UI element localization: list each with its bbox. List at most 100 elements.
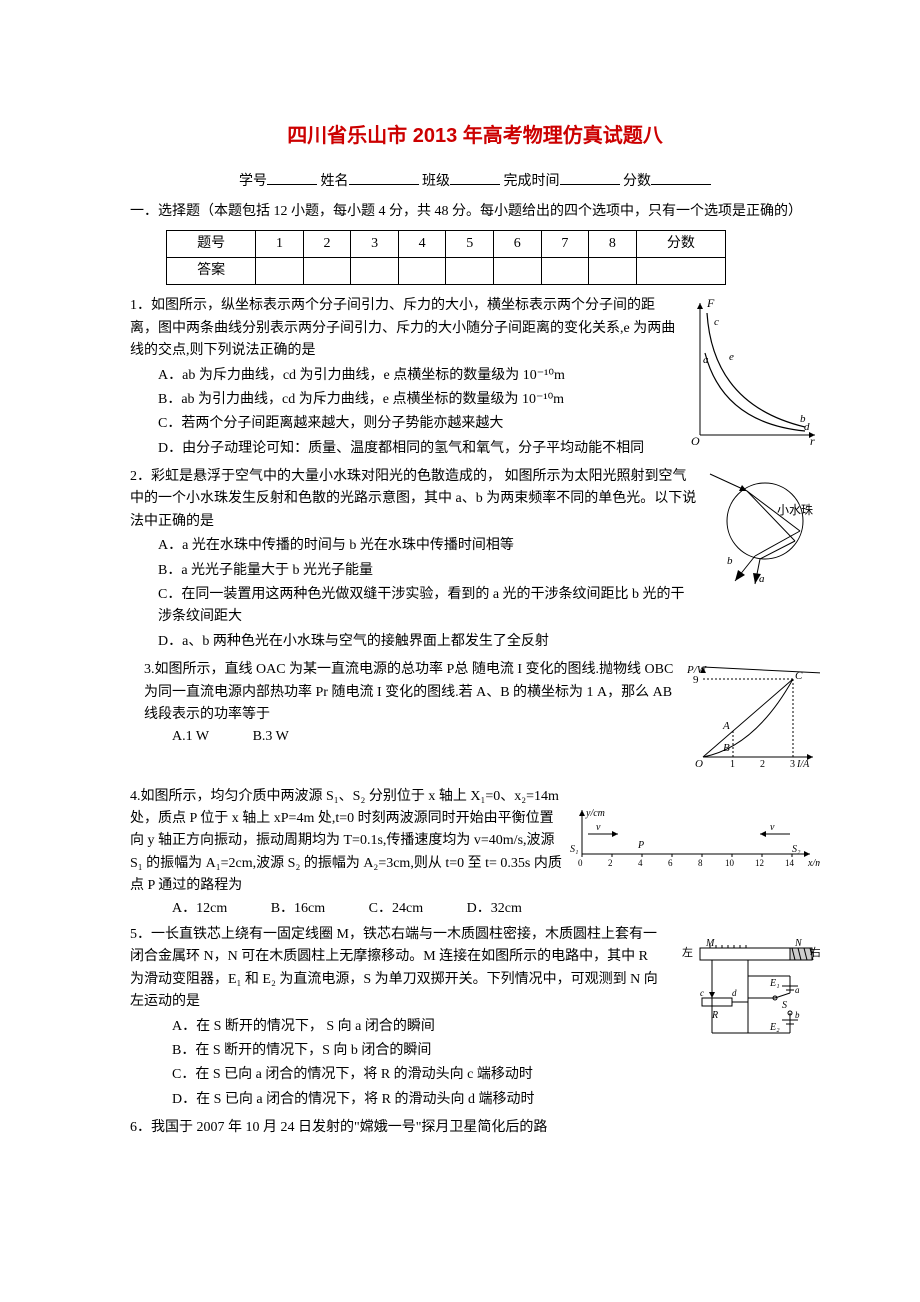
col-header: 2	[303, 230, 351, 257]
option-a: A．12cm	[172, 898, 227, 920]
fig-label: 3	[790, 759, 795, 769]
fig-label: d	[732, 988, 737, 998]
blank-banji[interactable]	[450, 168, 500, 185]
fig-label: 左	[682, 946, 693, 959]
section1-heading: 一．选择题（本题包括 12 小题，每小题 4 分，共 48 分。每小题给出的四个…	[130, 201, 820, 223]
blank-fenshu[interactable]	[651, 168, 711, 185]
answer-cell[interactable]	[256, 257, 304, 284]
col-header: 4	[398, 230, 446, 257]
answer-cell[interactable]	[636, 257, 725, 284]
label-fenshu: 分数	[623, 171, 651, 193]
q3-figure: P/W 9 A B C O 1 2 3 I/A	[685, 659, 820, 777]
answer-cell[interactable]	[446, 257, 494, 284]
fig-label: S₂	[792, 844, 801, 855]
question-2: 小水珠 b a 2．彩虹是悬浮于空气中的大量小水珠对阳光的色散造成的， 如图所示…	[130, 466, 820, 655]
answer-cell[interactable]	[589, 257, 637, 284]
answer-table: 题号 1 2 3 4 5 6 7 8 分数 答案	[166, 230, 726, 286]
fig-label: O	[695, 758, 703, 769]
fig-label: b	[727, 555, 733, 567]
col-header: 1	[256, 230, 304, 257]
fig-label: I/A	[796, 759, 810, 769]
label-xingming: 姓名	[321, 171, 349, 193]
fig-label: M	[705, 938, 715, 949]
fig-label: P	[637, 840, 644, 851]
question-6: 6．我国于 2007 年 10 月 24 日发射的"嫦娥一号"探月卫星简化后的路	[130, 1117, 820, 1139]
fig-label: 9	[693, 674, 699, 686]
blank-wancheng[interactable]	[560, 168, 620, 185]
question-4: y/cm v v S₁ S₂ P x/m 0 2 4 6 8 10 12 14 …	[130, 786, 820, 920]
fig-label: 右	[810, 945, 820, 959]
question-1: F c a e b d O r 1．如图所示，纵坐标表示两个分子间引力、斥力的大…	[130, 295, 820, 462]
label-xuehao: 学号	[239, 171, 267, 193]
blank-xingming[interactable]	[349, 168, 419, 185]
fig-label: B	[723, 742, 730, 754]
fig-tick: 8	[698, 858, 703, 868]
answer-cell[interactable]	[303, 257, 351, 284]
option-b: B．16cm	[271, 898, 325, 920]
option-b: B.3 W	[253, 726, 289, 748]
fig-label: c	[714, 316, 719, 328]
fig-label: E₁	[769, 978, 780, 989]
col-header: 3	[351, 230, 399, 257]
option-d: D．在 S 已向 a 闭合的情况下，将 R 的滑动头向 d 端移动时	[172, 1089, 820, 1111]
col-header: 6	[494, 230, 542, 257]
fig-label: O	[691, 434, 700, 445]
fig-tick: 2	[608, 858, 613, 868]
col-header: 8	[589, 230, 637, 257]
col-header: 7	[541, 230, 589, 257]
label-wancheng: 完成时间	[504, 171, 560, 193]
q2-figure: 小水珠 b a	[705, 466, 820, 594]
option-d: D．32cm	[467, 898, 522, 920]
q5-figure: 左 M N 右 E₁ a S b E₂ c d	[670, 938, 820, 1051]
fig-label: b	[795, 1010, 800, 1020]
fig-label: a	[759, 573, 765, 585]
fig-label: y/cm	[585, 808, 605, 819]
blank-xuehao[interactable]	[267, 168, 317, 185]
fig-tick: 0	[578, 858, 583, 868]
fig-tick: 6	[668, 858, 673, 868]
row-label: 题号	[167, 230, 256, 257]
option-c: C．在 S 已向 a 闭合的情况下，将 R 的滑动头向 c 端移动时	[172, 1064, 820, 1086]
fig-label: a	[703, 354, 709, 366]
answer-cell[interactable]	[351, 257, 399, 284]
fig-tick: 12	[755, 858, 764, 868]
row-label: 答案	[167, 257, 256, 284]
answer-cell[interactable]	[541, 257, 589, 284]
page-title: 四川省乐山市 2013 年高考物理仿真试题八	[130, 120, 820, 152]
col-header: 分数	[636, 230, 725, 257]
q6-stem: 6．我国于 2007 年 10 月 24 日发射的"嫦娥一号"探月卫星简化后的路	[130, 1117, 820, 1139]
table-row: 题号 1 2 3 4 5 6 7 8 分数	[167, 230, 726, 257]
question-5: 左 M N 右 E₁ a S b E₂ c d	[130, 924, 820, 1113]
option-a: A.1 W	[172, 726, 209, 748]
fig-label: v	[770, 822, 775, 833]
col-header: 5	[446, 230, 494, 257]
q1-figure: F c a e b d O r	[685, 295, 820, 453]
fig-label: a	[795, 985, 800, 995]
fig-label: 小水珠	[777, 503, 813, 517]
fig-label: 1	[730, 759, 735, 769]
answer-cell[interactable]	[398, 257, 446, 284]
fig-tick: 14	[785, 858, 795, 868]
fig-tick: 10	[725, 858, 735, 868]
fig-label: F	[706, 296, 715, 310]
q4-figure: y/cm v v S₁ S₂ P x/m 0 2 4 6 8 10 12 14	[570, 804, 820, 882]
student-info-row: 学号 姓名 班级 完成时间 分数	[130, 168, 820, 193]
fig-label: C	[795, 670, 803, 682]
fig-label: N	[794, 938, 803, 949]
fig-label: c	[700, 988, 704, 998]
fig-label: 2	[760, 759, 765, 769]
option-c: C．24cm	[369, 898, 423, 920]
fig-label: d	[804, 421, 810, 433]
fig-label: v	[596, 822, 601, 833]
fig-label: x/m	[807, 858, 820, 869]
fig-label: r	[810, 434, 815, 445]
answer-cell[interactable]	[494, 257, 542, 284]
table-row: 答案	[167, 257, 726, 284]
label-banji: 班级	[422, 171, 450, 193]
fig-label: S₁	[570, 844, 578, 855]
fig-label: S	[782, 1000, 787, 1011]
fig-tick: 4	[638, 858, 643, 868]
fig-label: E₂	[769, 1022, 780, 1033]
question-3: P/W 9 A B C O 1 2 3 I/A 3.如图所示，直线 OAC 为某…	[130, 659, 820, 781]
fig-label: e	[729, 351, 734, 363]
